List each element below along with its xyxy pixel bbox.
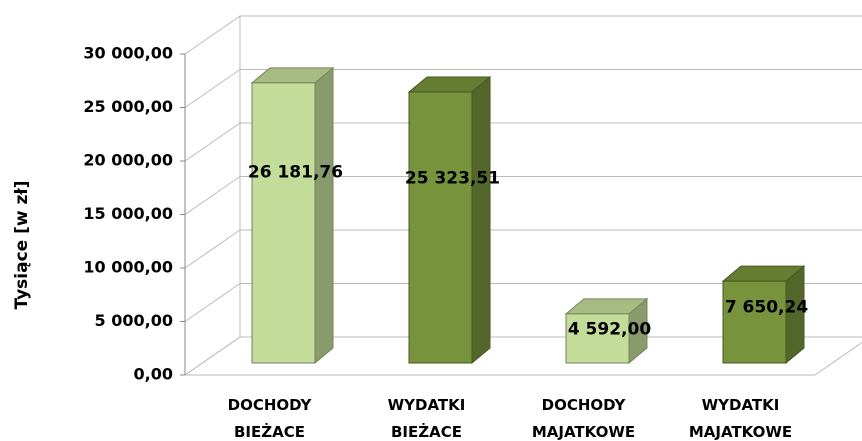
grid-line	[184, 229, 862, 269]
value-label: 7 650,24	[725, 297, 809, 317]
bar-side	[471, 75, 491, 365]
y-tick-label: 5 000,00	[95, 311, 173, 330]
value-label: 25 323,51	[405, 169, 500, 189]
bar-front	[565, 313, 630, 364]
grid-line	[184, 122, 862, 162]
x-tick-label: WYDATKI MAJATKOWE	[688, 396, 793, 441]
y-tick-label: 0,00	[134, 365, 173, 384]
value-label: 4 592,00	[568, 320, 652, 340]
bar-front	[408, 91, 473, 364]
x-tick-label: WYDATKI BIEŻACE	[387, 396, 466, 441]
grid-line	[184, 69, 862, 108]
y-tick-label: 10 000,00	[83, 258, 173, 277]
y-tick-label: 30 000,00	[83, 44, 173, 63]
bar-front	[251, 82, 316, 364]
grid-line	[184, 176, 862, 215]
grid-line	[184, 15, 862, 55]
bar-front	[722, 280, 787, 364]
bar	[721, 265, 806, 365]
y-axis-label: Tysiące [w zł]	[12, 181, 32, 310]
bar	[250, 66, 335, 365]
bar	[564, 297, 649, 365]
bar	[407, 75, 492, 365]
y-tick-label: 25 000,00	[83, 97, 173, 116]
grid-line	[184, 336, 862, 376]
grid-line	[184, 283, 862, 322]
y-tick-label: 15 000,00	[83, 204, 173, 223]
bar-side	[314, 66, 334, 365]
value-label: 26 181,76	[248, 163, 343, 183]
y-tick-label: 20 000,00	[83, 151, 173, 170]
x-tick-label: DOCHODY MAJATKOWE	[531, 396, 636, 441]
x-tick-label: DOCHODY BIEŻACE	[227, 396, 312, 441]
